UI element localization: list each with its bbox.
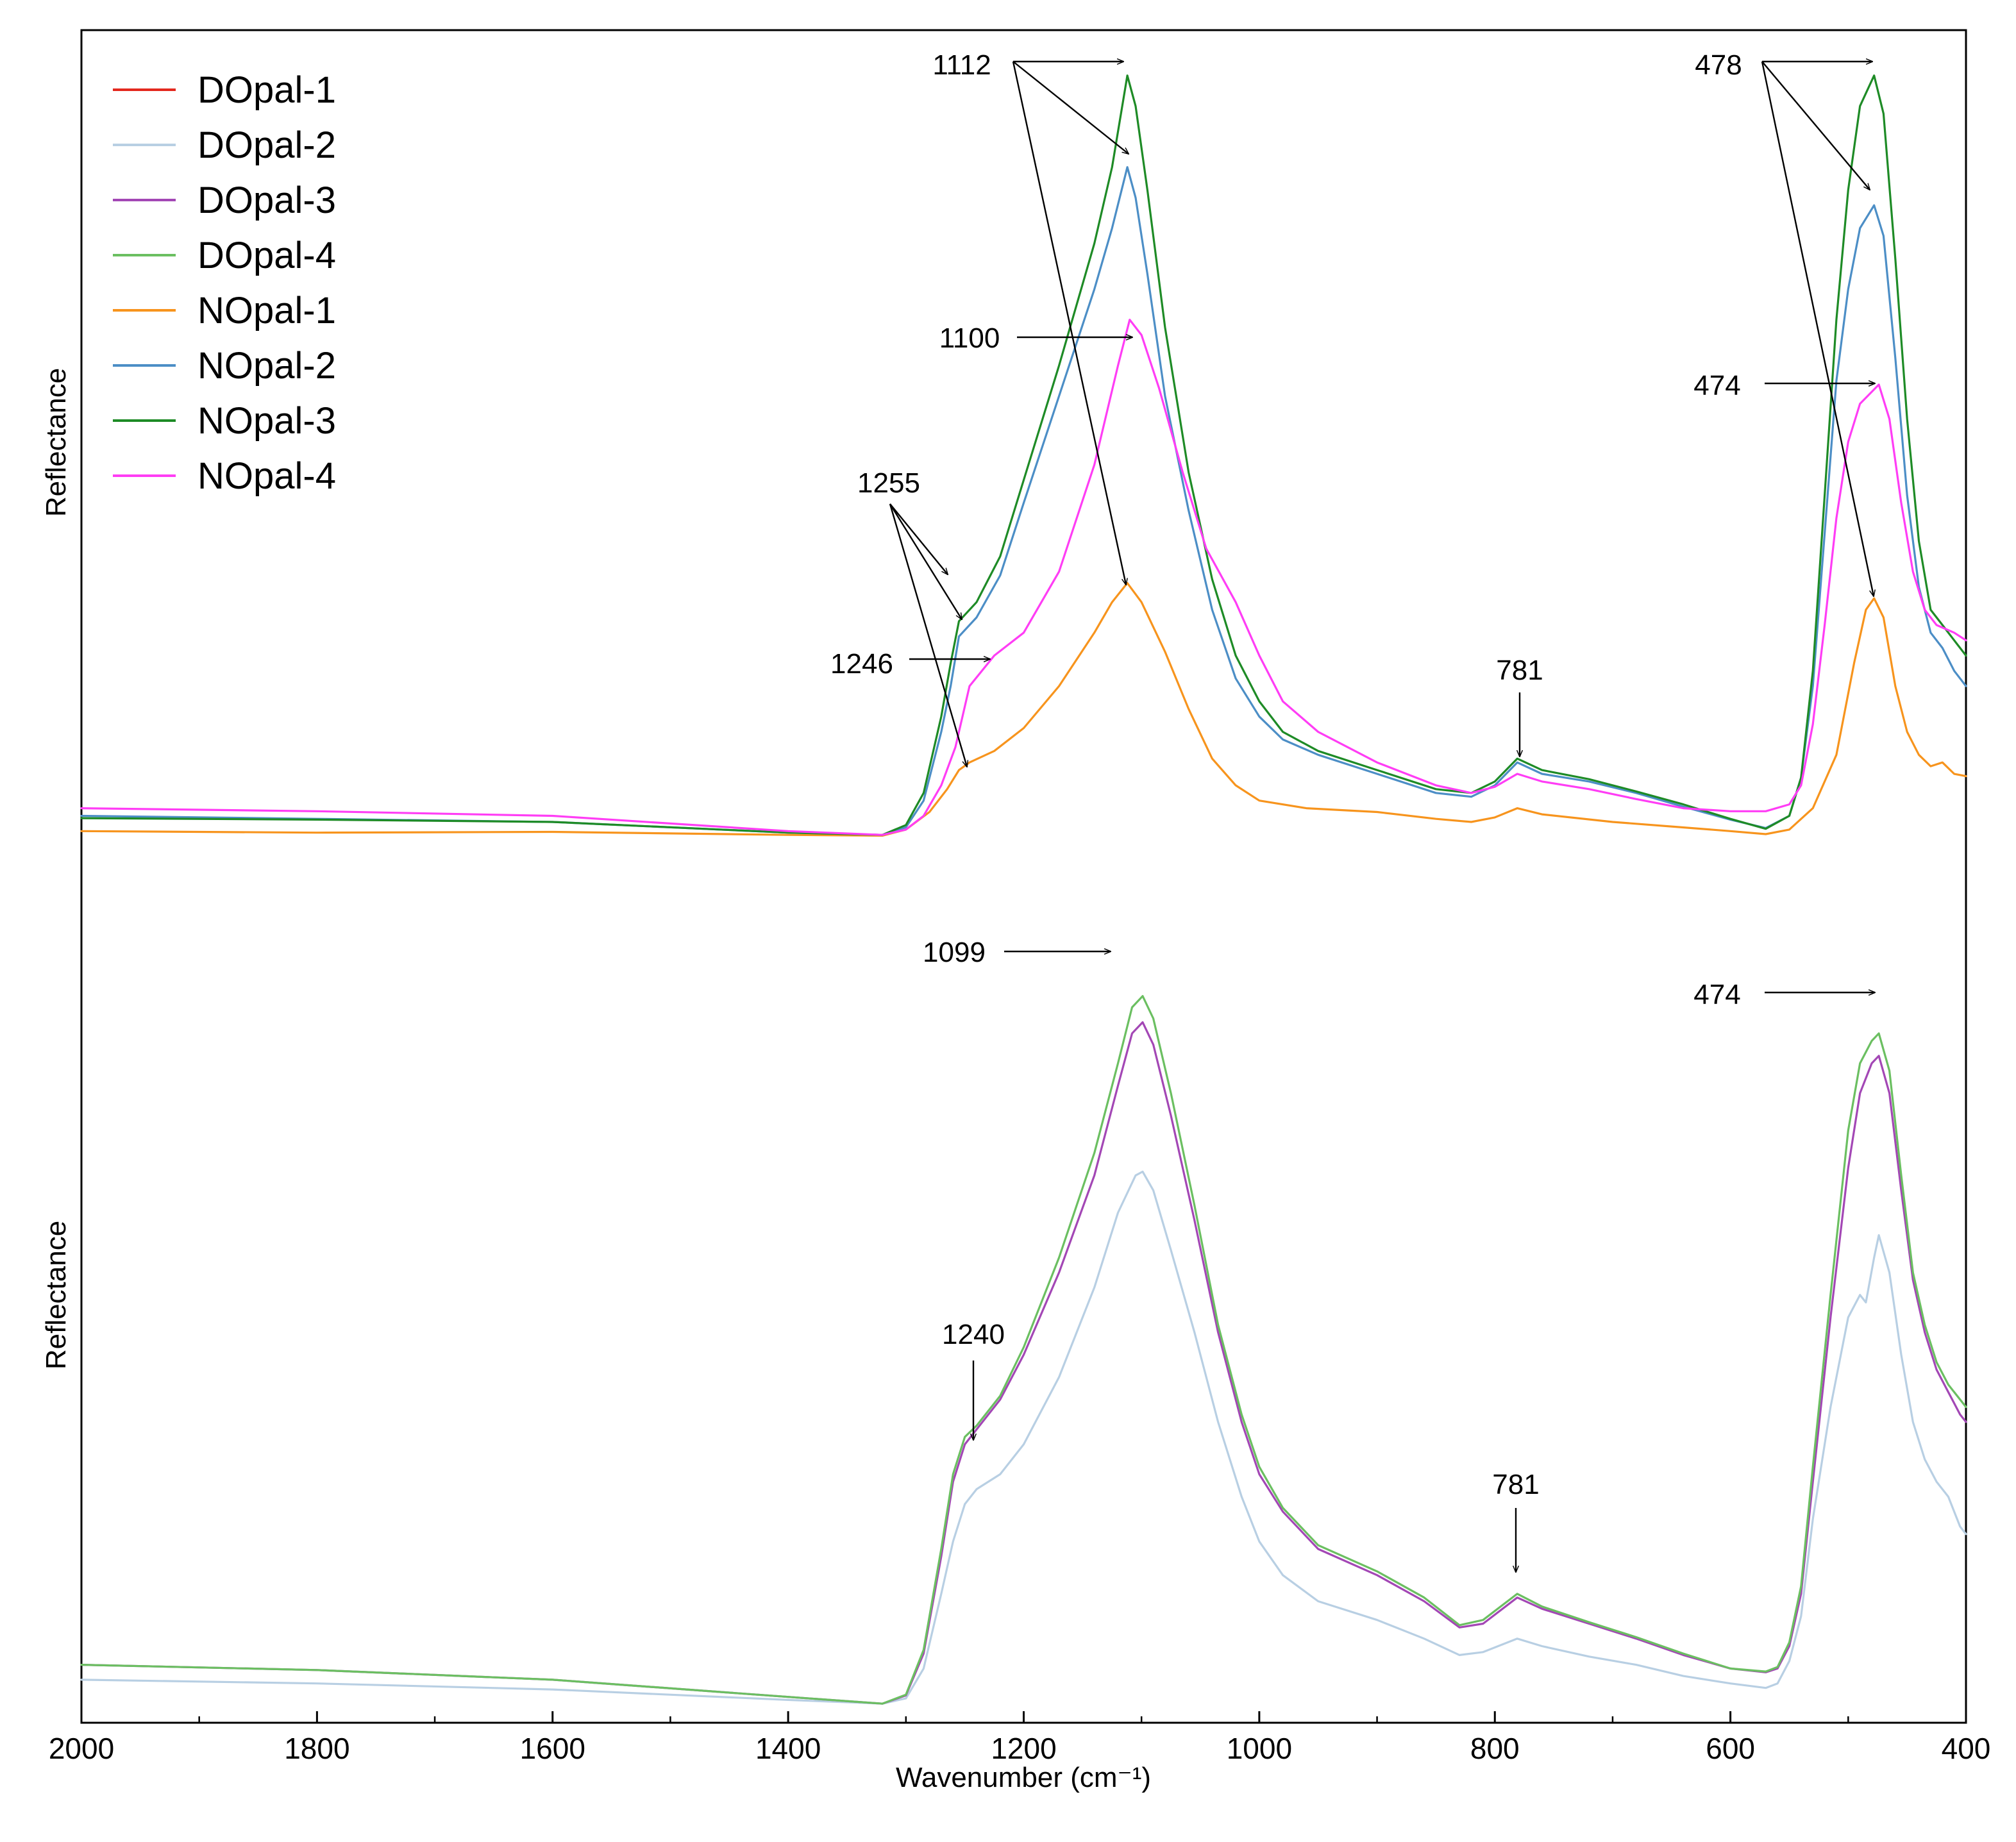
annotation-label-474-bottom: 474 bbox=[1693, 979, 1740, 1010]
annotation-1246: 1246 bbox=[830, 648, 990, 680]
annotation-label-1112: 1112 bbox=[932, 49, 991, 81]
annotation-474-top: 474 bbox=[1693, 370, 1875, 401]
arrow-1112-b bbox=[1012, 61, 1129, 154]
legend-label: NOpal-2 bbox=[197, 345, 336, 387]
annotation-781-top: 781 bbox=[1496, 655, 1543, 757]
legend-label: DOpal-3 bbox=[197, 180, 336, 221]
legend: DOpal-1 DOpal-2 DOpal-3 DOpal-4 NOpal-1 NOpal… bbox=[113, 69, 336, 497]
y-axis-label-top: Reflectance bbox=[40, 368, 72, 517]
legend-label: NOpal-1 bbox=[197, 290, 336, 331]
legend-item-nopal-2: NOpal-2 bbox=[113, 345, 336, 387]
annotation-label-1246: 1246 bbox=[830, 648, 893, 680]
x-tick-label: 1600 bbox=[520, 1732, 585, 1765]
arrow-1255-b bbox=[889, 503, 962, 619]
legend-item-nopal-3: NOpal-3 bbox=[113, 400, 336, 442]
series-line-dopal-4 bbox=[80, 995, 1967, 1705]
annotation-label-781-top: 781 bbox=[1496, 655, 1543, 686]
series-line-nopal-4 bbox=[80, 319, 1967, 836]
annotation-label-474-top: 474 bbox=[1693, 370, 1740, 401]
arrow-1112-c bbox=[1012, 61, 1126, 585]
arrow-1255-c bbox=[889, 503, 967, 767]
x-tick-label: 1200 bbox=[991, 1732, 1056, 1765]
x-tick-label: 400 bbox=[1942, 1732, 1991, 1765]
legend-label: DOpal-2 bbox=[197, 124, 336, 166]
annotation-1240: 1240 bbox=[942, 1319, 1005, 1440]
x-tick-label: 1000 bbox=[1227, 1732, 1292, 1765]
x-tick-label: 1800 bbox=[284, 1732, 349, 1765]
series-line-dopal-2 bbox=[80, 1170, 1967, 1705]
bottom-panel bbox=[80, 995, 1967, 1705]
top-panel bbox=[80, 74, 1967, 837]
x-tick-label: 1400 bbox=[755, 1732, 821, 1765]
legend-item-dopal-2: DOpal-2 bbox=[113, 124, 336, 166]
plot-frame bbox=[80, 29, 1967, 1724]
legend-label: DOpal-1 bbox=[197, 69, 336, 111]
annotation-1100: 1100 bbox=[939, 322, 1132, 354]
series-line-nopal-1 bbox=[80, 582, 1967, 837]
y-axis-label-bottom: Reflectance bbox=[40, 1221, 72, 1369]
legend-item-dopal-4: DOpal-4 bbox=[113, 235, 336, 276]
annotation-label-1100: 1100 bbox=[939, 322, 1000, 354]
annotation-474-bottom: 474 bbox=[1693, 979, 1875, 1010]
arrow-478-b bbox=[1761, 61, 1870, 190]
legend-item-nopal-4: NOpal-4 bbox=[113, 455, 336, 497]
legend-label: NOpal-4 bbox=[197, 455, 336, 497]
annotation-label-781-bottom: 781 bbox=[1492, 1469, 1539, 1500]
annotation-1099: 1099 bbox=[923, 937, 1111, 968]
annotation-1112: 1112 bbox=[932, 49, 1129, 585]
annotation-label-1099: 1099 bbox=[923, 937, 986, 968]
legend-label: NOpal-3 bbox=[197, 400, 336, 442]
legend-item-nopal-1: NOpal-1 bbox=[113, 290, 336, 331]
x-axis-label: Wavenumber (cm⁻¹) bbox=[896, 1762, 1151, 1793]
arrow-478-c bbox=[1761, 61, 1874, 596]
x-tick-label: 800 bbox=[1470, 1732, 1520, 1765]
annotation-781-bottom: 781 bbox=[1492, 1469, 1540, 1572]
legend-item-dopal-3: DOpal-3 bbox=[113, 180, 336, 221]
annotation-1255: 1255 bbox=[857, 467, 967, 767]
series-line-dopal-3 bbox=[80, 1021, 1967, 1705]
x-tick-label: 600 bbox=[1706, 1732, 1755, 1765]
series-line-nopal-2 bbox=[80, 166, 1967, 836]
x-tick-label: 2000 bbox=[49, 1732, 114, 1765]
arrow-1255-a bbox=[889, 503, 948, 574]
legend-item-dopal-1: DOpal-1 bbox=[113, 69, 336, 111]
legend-label: DOpal-4 bbox=[197, 235, 336, 276]
annotation-label-1255: 1255 bbox=[857, 467, 920, 499]
series-line-nopal-3 bbox=[80, 74, 1967, 836]
annotation-label-478: 478 bbox=[1695, 49, 1742, 81]
peak-annotations: 1112 478 1100 474 1255 1246 bbox=[830, 49, 1875, 1572]
annotation-478: 478 bbox=[1695, 49, 1874, 596]
annotation-label-1240: 1240 bbox=[942, 1319, 1005, 1350]
x-axis: 2000 1800 1600 1400 1200 1000 800 600 400 bbox=[49, 1711, 1991, 1765]
